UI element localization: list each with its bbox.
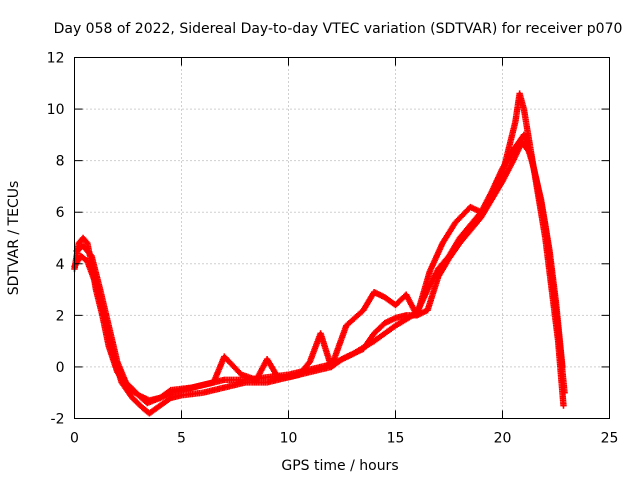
x-tick-label: 15 [387,431,405,447]
series-pass-1 [71,90,567,409]
y-tick-label: 6 [56,205,65,221]
y-axis-label: SDTVAR / TECUs [6,181,22,296]
data-layer [71,90,568,417]
plot-frame [74,57,610,419]
x-tick-label: 5 [177,431,186,447]
x-tick-label: 20 [494,431,512,447]
y-tick-label: 10 [47,102,65,118]
x-tick-label: 25 [601,431,619,447]
series-pass-3 [73,131,566,407]
data-point [561,389,568,396]
y-tick-label: 12 [47,51,65,67]
x-tick-label: 0 [70,431,79,447]
grid [74,57,610,419]
data-point [560,402,567,409]
series-pass-2 [71,139,568,417]
x-tick-label: 10 [280,431,298,447]
y-tick-label: 0 [56,360,65,376]
y-tick-label: 4 [56,257,65,273]
x-axis-label: GPS time / hours [281,458,398,474]
y-tick-label: 8 [56,154,65,170]
data-point [559,363,566,371]
y-tick-label: -2 [51,412,65,428]
ticks: 0 5 10 15 20 25 -2 0 2 4 6 8 10 12 [47,51,619,447]
y-tick-label: 2 [56,308,65,324]
chart-title: Day 058 of 2022, Sidereal Day-to-day VTE… [54,21,623,37]
